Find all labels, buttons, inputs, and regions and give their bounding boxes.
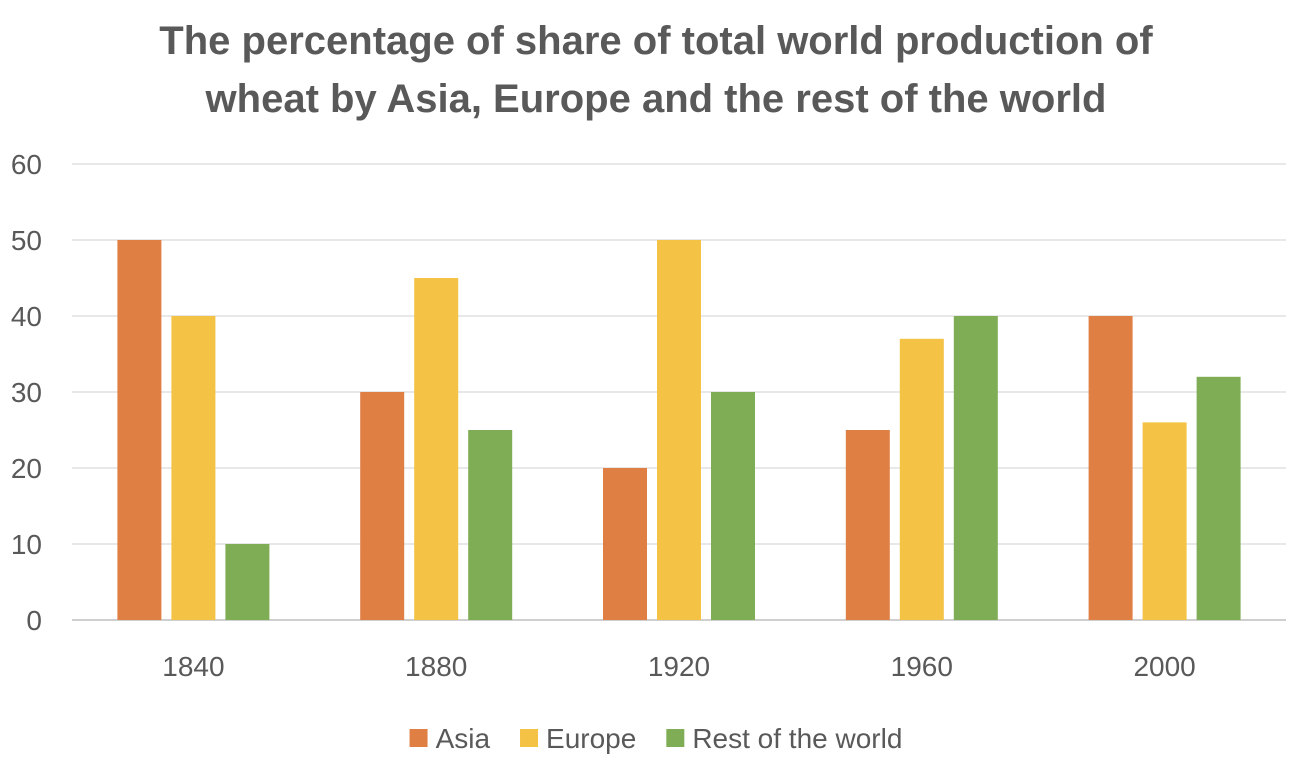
y-tick-label: 30 bbox=[11, 377, 42, 408]
y-tick-label: 0 bbox=[26, 605, 42, 636]
bar-rest-of-the-world-1840 bbox=[225, 544, 270, 620]
legend-label-rest-of-the-world: Rest of the world bbox=[692, 723, 902, 754]
bar-rest-of-the-world-1960 bbox=[953, 316, 998, 620]
y-tick-label: 60 bbox=[11, 149, 42, 180]
bar-europe-1840 bbox=[171, 316, 216, 620]
bar-europe-2000 bbox=[1142, 422, 1187, 620]
x-tick-label: 1880 bbox=[405, 651, 467, 682]
x-tick-label: 1840 bbox=[162, 651, 224, 682]
bar-rest-of-the-world-1880 bbox=[468, 430, 513, 620]
legend-label-europe: Europe bbox=[546, 723, 636, 754]
bar-asia-1840 bbox=[117, 240, 162, 620]
chart-title-line-1: The percentage of share of total world p… bbox=[159, 19, 1153, 63]
bar-asia-1920 bbox=[603, 468, 647, 620]
x-tick-label: 1920 bbox=[648, 651, 710, 682]
x-tick-label: 2000 bbox=[1133, 651, 1195, 682]
axes: 0 10 20 30 40 50 60 1840 1880 1920 1960 2000 bbox=[11, 149, 1196, 682]
y-tick-label: 20 bbox=[11, 453, 42, 484]
bar-rest-of-the-world-1920 bbox=[711, 392, 755, 620]
y-tick-label: 10 bbox=[11, 529, 42, 560]
bar-asia-2000 bbox=[1088, 316, 1133, 620]
legend: Asia Europe Rest of the world bbox=[409, 723, 902, 754]
bar-asia-1960 bbox=[845, 430, 890, 620]
bar-asia-1880 bbox=[360, 392, 405, 620]
bar-europe-1920 bbox=[657, 240, 701, 620]
legend-swatch-asia bbox=[409, 729, 428, 747]
legend-swatch-rest-of-the-world bbox=[666, 729, 685, 747]
legend-label-asia: Asia bbox=[436, 723, 491, 754]
bar-europe-1960 bbox=[899, 338, 944, 620]
y-tick-label: 40 bbox=[11, 301, 42, 332]
bar-rest-of-the-world-2000 bbox=[1196, 376, 1241, 620]
chart-title: The percentage of share of total world p… bbox=[0, 12, 1312, 128]
x-tick-label: 1960 bbox=[891, 651, 953, 682]
bars bbox=[117, 240, 1241, 620]
y-tick-label: 50 bbox=[11, 225, 42, 256]
bar-europe-1880 bbox=[414, 278, 459, 620]
chart-title-line-2: wheat by Asia, Europe and the rest of th… bbox=[205, 77, 1107, 121]
legend-swatch-europe bbox=[520, 729, 539, 747]
